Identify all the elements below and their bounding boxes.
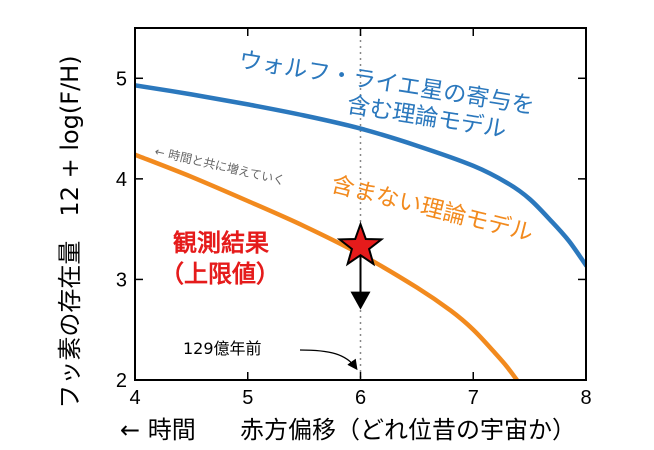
upper-limit-arrow-head xyxy=(350,291,371,310)
x-tick-label: 6 xyxy=(355,387,366,409)
x-axis-ticks: 4 5 6 7 8 xyxy=(129,28,592,409)
y-axis-ticks: 2 3 4 5 xyxy=(116,68,586,392)
time-increase-annotation: ← 時間と共に増えていく xyxy=(153,144,286,188)
x-axis-prefix: ← 時間 xyxy=(120,416,196,444)
age-annotation: 129億年前 xyxy=(183,339,262,358)
y-tick-label: 3 xyxy=(116,269,127,291)
observation-label-line2: （上限値） xyxy=(160,260,280,288)
series-line-without-wolf-rayet xyxy=(135,152,520,380)
observation-star-marker xyxy=(336,221,385,267)
y-tick-label: 5 xyxy=(116,68,127,90)
age-pointer-arrow xyxy=(299,349,358,371)
y-tick-label: 4 xyxy=(116,169,127,191)
x-tick-label: 5 xyxy=(242,387,253,409)
series-line-with-wolf-rayet xyxy=(135,83,586,268)
observation-label-line1: 観測結果 xyxy=(173,229,269,257)
y-tick-label: 2 xyxy=(116,370,127,392)
x-tick-label: 4 xyxy=(129,387,140,409)
x-tick-label: 7 xyxy=(468,387,479,409)
y-axis-title: フッ素の存在量 12 + log(F/H) xyxy=(56,55,84,408)
x-axis-title: 赤方偏移（どれ位昔の宇宙か） xyxy=(240,416,576,444)
x-tick-label: 8 xyxy=(580,387,591,409)
